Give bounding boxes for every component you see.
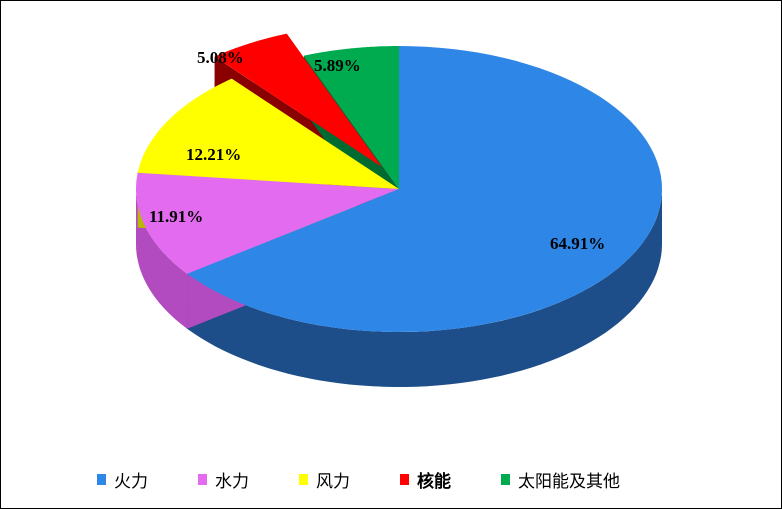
- pie-slice: [303, 46, 399, 189]
- data-label-thermal: 64.91%: [550, 234, 606, 253]
- legend-swatch: [97, 474, 106, 485]
- slice-side-wall: [187, 189, 662, 387]
- slice-side-wall: [136, 189, 188, 329]
- legend-swatch: [198, 474, 207, 485]
- data-label-solar: 5.89%: [314, 56, 361, 75]
- pie-slice: [214, 33, 382, 167]
- legend-item-thermal: 火力: [97, 467, 148, 492]
- data-label-wind: 12.21%: [186, 145, 242, 164]
- legend-label: 水力: [215, 472, 249, 492]
- legend-label: 火力: [114, 472, 148, 492]
- legend-label: 太阳能及其他: [518, 472, 620, 492]
- data-label-nuclear: 5.08%: [197, 48, 244, 67]
- legend: 火力 水力 风力 核能 太阳能及其他: [97, 467, 670, 492]
- pie-slice: [136, 172, 399, 274]
- legend-swatch: [299, 474, 308, 485]
- data-label-hydro: 11.91%: [149, 207, 204, 226]
- legend-swatch: [501, 474, 510, 485]
- legend-item-solar: 太阳能及其他: [501, 467, 620, 492]
- pie-slice: [137, 78, 399, 189]
- legend-label: 核能: [417, 472, 451, 492]
- legend-swatch: [400, 474, 409, 485]
- legend-item-hydro: 水力: [198, 467, 249, 492]
- legend-item-nuclear: 核能: [400, 467, 451, 492]
- legend-label: 风力: [316, 472, 350, 492]
- pie-slice: [187, 46, 662, 332]
- legend-item-wind: 风力: [299, 467, 350, 492]
